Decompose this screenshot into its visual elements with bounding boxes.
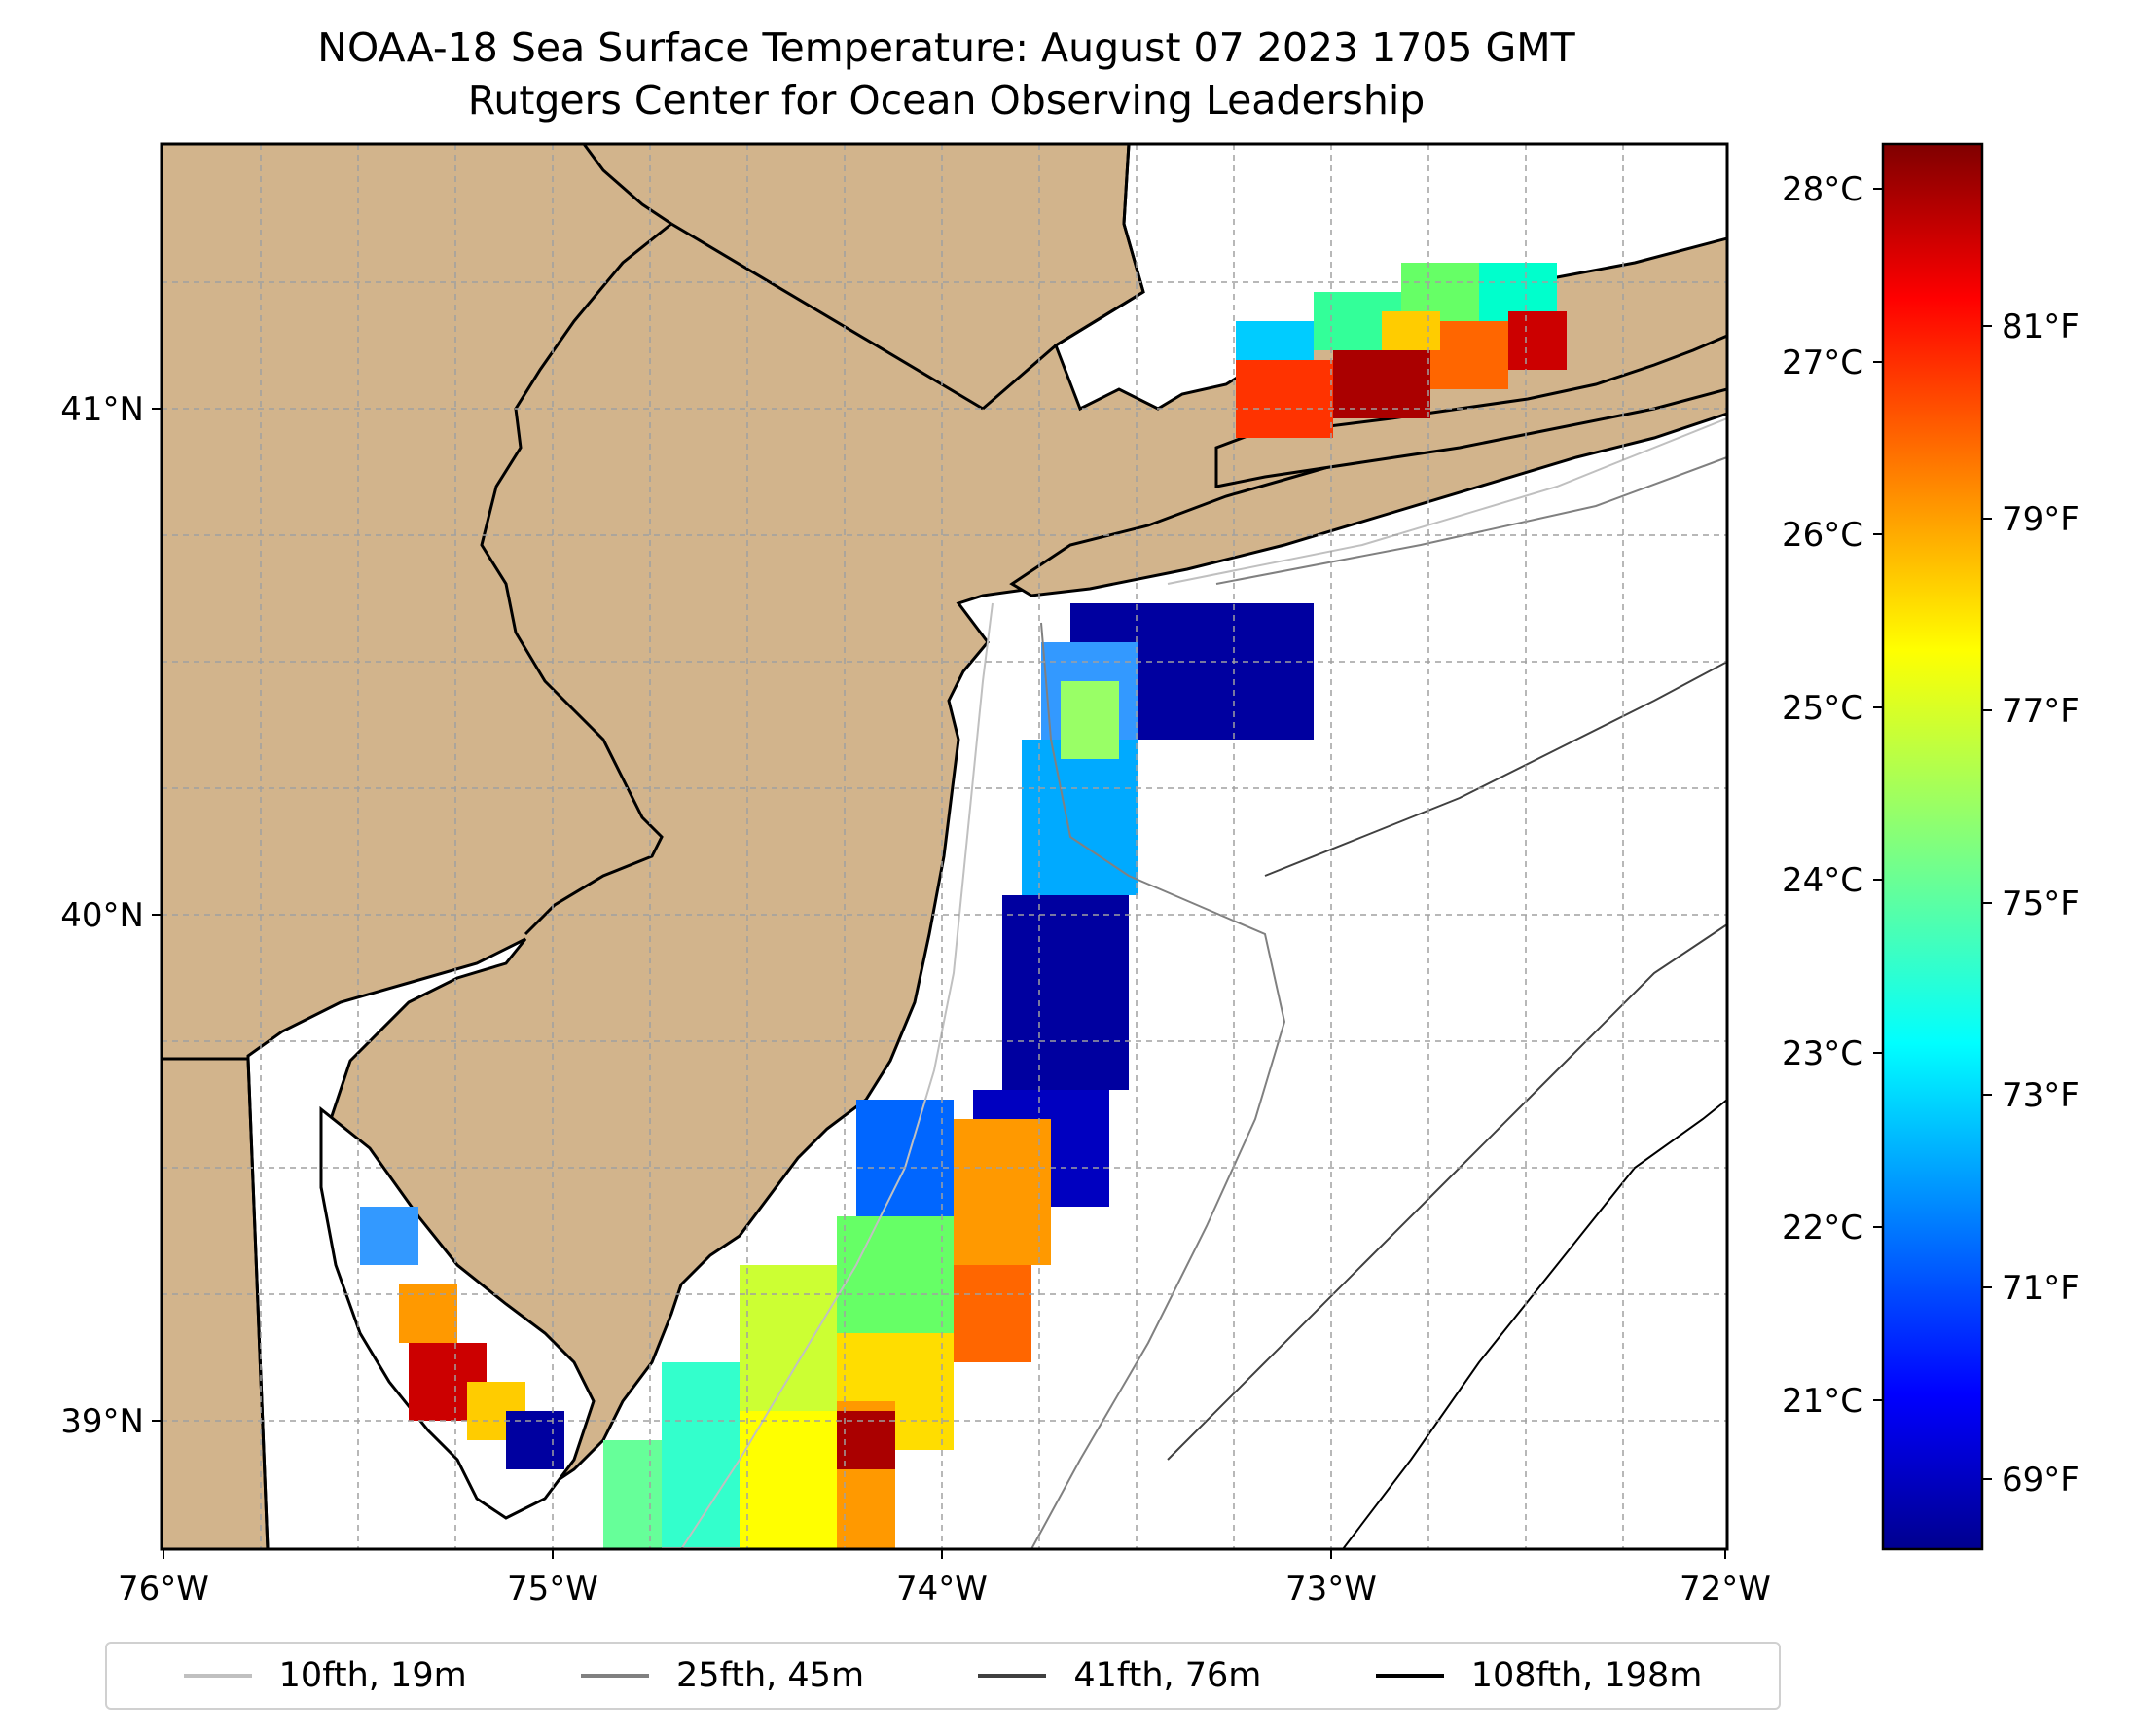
x-tick-73w: 73°W	[1285, 1570, 1377, 1609]
map-area	[162, 144, 1727, 1549]
x-axis-labels: 76°W 75°W 74°W 73°W 72°W	[118, 1549, 1771, 1609]
map-frame	[160, 142, 1729, 1551]
y-tick-41n: 41°N	[60, 390, 144, 429]
title-line-1: NOAA-18 Sea Surface Temperature: August …	[317, 24, 1575, 71]
colorbar-c-25: 25°C	[1782, 689, 1863, 728]
colorbar-c-26: 26°C	[1782, 516, 1863, 555]
title-line-2: Rutgers Center for Ocean Observing Leade…	[467, 77, 1426, 124]
x-tick-76w: 76°W	[118, 1570, 209, 1609]
legend-item-198m: 108fth, 198m	[1375, 1656, 1703, 1695]
colorbar-celsius-labels: 21°C 22°C 23°C 24°C 25°C 26°C 27°C 28°C	[1782, 170, 1883, 1421]
legend-label-19m: 10fth, 19m	[278, 1656, 467, 1695]
colorbar-f-69: 69°F	[2002, 1461, 2079, 1500]
gridlines	[162, 144, 1727, 1549]
colorbar-f-71: 71°F	[2002, 1269, 2079, 1308]
legend-item-45m: 25fth, 45m	[581, 1656, 864, 1695]
colorbar-f-81: 81°F	[2002, 307, 2079, 346]
legend-label-198m: 108fth, 198m	[1470, 1656, 1703, 1695]
colorbar-f-75: 75°F	[2002, 885, 2079, 923]
legend-item-19m: 10fth, 19m	[183, 1656, 467, 1695]
colorbar-c-27: 27°C	[1782, 344, 1863, 382]
colorbar-f-77: 77°F	[2002, 692, 2079, 731]
sst-nj-coast	[603, 1100, 1051, 1549]
legend-label-45m: 25fth, 45m	[676, 1656, 865, 1695]
land-long-island-north	[1214, 334, 1727, 488]
contour-legend: 10fth, 19m 25fth, 45m 41fth, 76m 108fth,…	[105, 1642, 1781, 1710]
legend-swatch-198m	[1375, 1674, 1444, 1678]
colorbar-c-24: 24°C	[1782, 861, 1863, 900]
y-tick-39n: 39°N	[60, 1402, 144, 1441]
colorbar-f-73: 73°F	[2002, 1076, 2079, 1115]
x-tick-72w: 72°W	[1680, 1570, 1771, 1609]
colorbar-c-21: 21°C	[1782, 1382, 1863, 1421]
legend-label-76m: 41fth, 76m	[1073, 1656, 1262, 1695]
legend-swatch-19m	[183, 1674, 252, 1678]
y-tick-40n: 40°N	[60, 896, 144, 935]
x-tick-74w: 74°W	[896, 1570, 988, 1609]
colorbar-f-79: 79°F	[2002, 500, 2079, 539]
bathymetry-contours	[680, 417, 1727, 1549]
colorbar-c-28: 28°C	[1782, 170, 1863, 209]
sst-long-island-sound	[1236, 263, 1567, 438]
colorbar-gradient	[1881, 142, 1984, 1551]
legend-item-76m: 41fth, 76m	[978, 1656, 1261, 1695]
map-title: NOAA-18 Sea Surface Temperature: August …	[0, 21, 1893, 127]
colorbar-c-23: 23°C	[1782, 1034, 1863, 1073]
x-tick-75w: 75°W	[507, 1570, 598, 1609]
land-long-island	[1009, 382, 1727, 597]
colorbar-fahrenheit-labels: 69°F 71°F 73°F 75°F 77°F 79°F 81°F	[1982, 307, 2079, 1500]
colorbar: 21°C 22°C 23°C 24°C 25°C 26°C 27°C 28°C …	[1782, 142, 2079, 1551]
y-axis-labels: 39°N 40°N 41°N	[60, 390, 162, 1441]
colorbar-c-22: 22°C	[1782, 1209, 1863, 1248]
sst-delaware-bay	[360, 1207, 564, 1469]
legend-swatch-45m	[581, 1674, 650, 1678]
legend-swatch-76m	[978, 1674, 1047, 1678]
